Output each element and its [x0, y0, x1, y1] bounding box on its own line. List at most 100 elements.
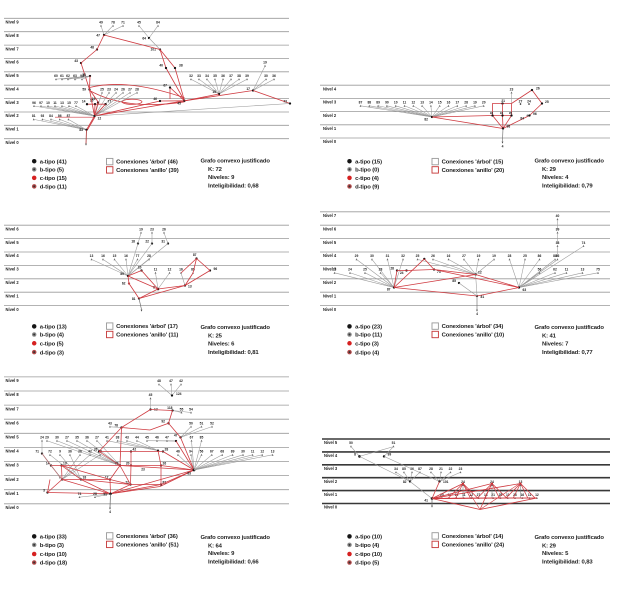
svg-text:23: 23 — [459, 467, 463, 471]
svg-text:96: 96 — [533, 112, 537, 116]
svg-text:c-tipo (10): c-tipo (10) — [355, 552, 382, 558]
svg-text:c-tipo (10): c-tipo (10) — [40, 552, 67, 558]
svg-text:Nivel 6: Nivel 6 — [323, 226, 337, 231]
svg-text:28: 28 — [93, 492, 97, 496]
svg-text:d-tipo (9): d-tipo (9) — [355, 185, 379, 191]
svg-text:16: 16 — [124, 254, 128, 258]
svg-text:84: 84 — [156, 21, 160, 25]
svg-text:38: 38 — [556, 241, 560, 245]
svg-text:Conexiones 'anillo' (51): Conexiones 'anillo' (51) — [116, 543, 179, 549]
svg-text:22: 22 — [449, 467, 453, 471]
svg-text:27: 27 — [65, 436, 69, 440]
svg-text:95: 95 — [509, 111, 513, 115]
svg-text:27: 27 — [462, 254, 466, 258]
svg-text:26: 26 — [536, 87, 540, 91]
svg-text:97: 97 — [39, 101, 43, 105]
svg-text:Nivel 5: Nivel 5 — [323, 240, 337, 245]
svg-text:Conexiones 'árbol' (14): Conexiones 'árbol' (14) — [442, 534, 504, 540]
svg-text:67: 67 — [190, 436, 194, 440]
svg-text:a-tipo (41): a-tipo (41) — [40, 159, 67, 165]
svg-text:18: 18 — [83, 475, 87, 479]
svg-text:Nivel 5: Nivel 5 — [6, 240, 20, 245]
svg-text:56: 56 — [200, 450, 204, 454]
svg-text:Conexiones 'anillo' (11): Conexiones 'anillo' (11) — [116, 333, 178, 339]
svg-text:12: 12 — [168, 268, 172, 272]
svg-text:27: 27 — [477, 493, 481, 497]
svg-text:35: 35 — [213, 74, 217, 78]
svg-text:Nivel 2: Nivel 2 — [323, 280, 337, 285]
svg-text:d-tipo (3): d-tipo (3) — [40, 350, 64, 356]
svg-text:34: 34 — [394, 467, 398, 471]
svg-text:43: 43 — [125, 436, 129, 440]
svg-text:74: 74 — [582, 241, 586, 245]
svg-text:Nivel 0: Nivel 0 — [6, 140, 20, 145]
svg-text:33: 33 — [197, 74, 201, 78]
svg-text:41: 41 — [105, 436, 109, 440]
svg-text:49: 49 — [99, 21, 103, 25]
svg-text:28: 28 — [508, 254, 512, 258]
svg-text:36: 36 — [221, 74, 225, 78]
svg-text:Conexiones 'anillo' (20): Conexiones 'anillo' (20) — [442, 168, 505, 174]
svg-text:28: 28 — [429, 467, 433, 471]
svg-text:a-tipo (10): a-tipo (10) — [355, 535, 382, 541]
svg-text:99: 99 — [388, 453, 392, 457]
svg-text:13: 13 — [90, 254, 94, 258]
svg-text:36: 36 — [68, 450, 72, 454]
svg-text:24: 24 — [40, 436, 44, 440]
svg-text:21: 21 — [501, 99, 505, 103]
svg-text:29: 29 — [45, 436, 49, 440]
svg-text:51: 51 — [200, 421, 204, 425]
svg-text:c-tipo (5): c-tipo (5) — [40, 342, 64, 348]
svg-text:93: 93 — [490, 111, 494, 115]
svg-text:62: 62 — [66, 74, 70, 78]
svg-text:20: 20 — [126, 461, 130, 465]
svg-text:25: 25 — [523, 254, 527, 258]
svg-text:47: 47 — [174, 434, 178, 438]
svg-text:21: 21 — [439, 467, 443, 471]
svg-text:Niveles: 6: Niveles: 6 — [208, 342, 235, 348]
svg-text:68: 68 — [220, 450, 224, 454]
svg-text:87: 87 — [193, 253, 197, 257]
svg-text:63: 63 — [73, 74, 77, 78]
svg-text:45: 45 — [137, 21, 141, 25]
svg-text:74: 74 — [78, 492, 82, 496]
svg-text:23: 23 — [510, 87, 514, 91]
svg-text:85: 85 — [402, 467, 406, 471]
svg-text:c-tipo (3): c-tipo (3) — [355, 342, 379, 348]
svg-text:Inteligibilidad: 0,77: Inteligibilidad: 0,77 — [542, 350, 593, 356]
svg-text:b-tipo (4): b-tipo (4) — [355, 543, 379, 549]
svg-text:78: 78 — [111, 21, 115, 25]
svg-text:19: 19 — [473, 101, 477, 105]
svg-text:71: 71 — [35, 450, 39, 454]
svg-text:40: 40 — [556, 214, 560, 218]
svg-text:81: 81 — [32, 114, 36, 118]
svg-text:K: 29: K: 29 — [542, 167, 557, 173]
svg-text:47: 47 — [169, 379, 173, 383]
svg-text:19: 19 — [263, 61, 267, 65]
svg-text:24: 24 — [114, 87, 118, 91]
svg-text:34: 34 — [205, 74, 209, 78]
svg-text:b-tipo (3): b-tipo (3) — [40, 543, 64, 549]
svg-text:Conexiones 'anillo' (24): Conexiones 'anillo' (24) — [442, 543, 505, 549]
svg-text:19: 19 — [492, 254, 496, 258]
svg-text:93: 93 — [41, 114, 45, 118]
svg-text:d-tipo (11): d-tipo (11) — [40, 185, 67, 191]
svg-text:77: 77 — [74, 101, 78, 105]
svg-text:24: 24 — [527, 99, 531, 103]
svg-text:71: 71 — [121, 21, 125, 25]
svg-text:Conexiones 'anillo' (10): Conexiones 'anillo' (10) — [442, 333, 505, 339]
svg-text:50: 50 — [189, 421, 193, 425]
svg-text:b-tipo (11): b-tipo (11) — [355, 333, 382, 339]
svg-text:45: 45 — [149, 393, 153, 397]
svg-text:42: 42 — [179, 379, 183, 383]
svg-text:13: 13 — [60, 101, 64, 105]
svg-text:28: 28 — [165, 447, 169, 451]
svg-text:18: 18 — [131, 240, 135, 244]
svg-text:88: 88 — [553, 254, 557, 258]
svg-text:23: 23 — [107, 87, 111, 91]
svg-text:45: 45 — [177, 102, 181, 106]
svg-text:Grafo convexo justificado: Grafo convexo justificado — [535, 325, 605, 331]
svg-text:63: 63 — [523, 288, 527, 292]
svg-text:K: 72: K: 72 — [208, 167, 223, 173]
svg-text:60: 60 — [54, 74, 58, 78]
